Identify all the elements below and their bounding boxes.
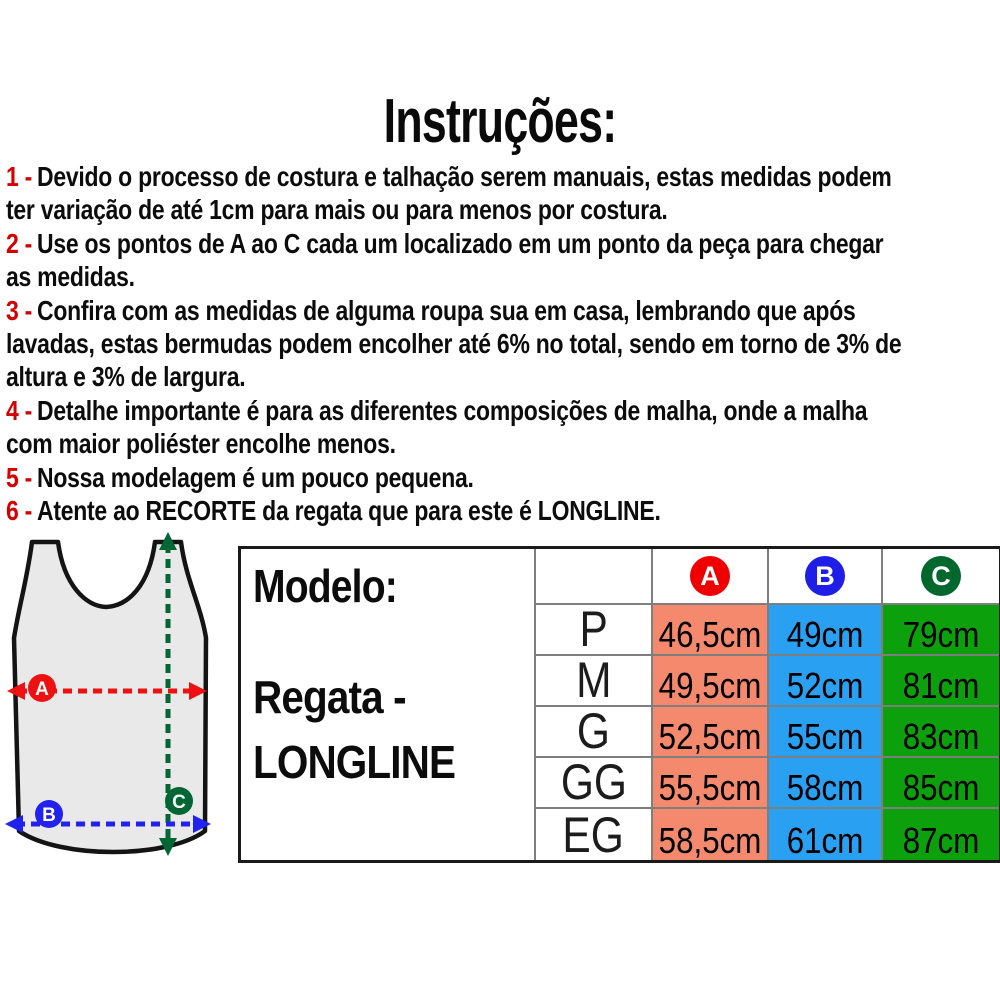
instruction-item-3-line-2: lavadas, estas bermudas podem encolher a… (6, 328, 902, 360)
instruction-number: 2 - (6, 227, 33, 259)
measurement-value: 58cm (786, 766, 864, 808)
instruction-item-1-line-1: 1 - Devido o processo de costura e talhaç… (6, 161, 892, 192)
measurement-value: 61cm (786, 819, 864, 860)
page-title: Instruções: (383, 87, 617, 156)
instruction-number: 3 - (6, 294, 33, 326)
instruction-item-4-line-1: 4 - Detalhe importante é para as diferent… (6, 394, 868, 426)
size-table: Modelo: Regata - LONGLINE A B C P 46,5cm 49cm… (238, 546, 1000, 863)
column-badge-b: B (805, 556, 845, 596)
measurement-value: 79cm (902, 613, 980, 655)
value-eg-a: 58,5cm (653, 809, 769, 860)
header-cell-b: B (769, 549, 883, 605)
instruction-item-2-line-1: 2 - Use os pontos de A ao C cada um local… (6, 227, 884, 259)
column-badge-c: C (921, 556, 961, 596)
model-label: Modelo: (253, 560, 398, 612)
header-cell-empty (536, 549, 653, 605)
tank-top-outline (11, 539, 209, 855)
measurement-value: 55,5cm (658, 766, 762, 808)
svg-text:C: C (172, 792, 186, 813)
instruction-item-3-line-1: 3 - Confira com as medidas de alguma roup… (6, 294, 856, 326)
tank-top-diagram: A B C (5, 532, 211, 856)
measurement-value: 55cm (786, 715, 864, 757)
size-cell-m: M (536, 656, 653, 707)
instruction-number: 1 - (6, 161, 33, 192)
measure-b-badge: B (35, 800, 63, 828)
size-cell-g: G (536, 707, 653, 758)
model-cell: Modelo: Regata - LONGLINE (241, 549, 536, 860)
measurement-value: 83cm (902, 715, 980, 757)
instructions-list: 1 - Devido o processo de costura e talhaç… (6, 160, 996, 527)
instruction-item-4-line-2: com maior poliéster encolhe menos. (6, 428, 396, 460)
value-gg-c: 85cm (883, 758, 999, 809)
measurement-value: 46,5cm (658, 613, 762, 655)
size-cell-p: P (536, 605, 653, 656)
size-cell-gg: GG (536, 758, 653, 809)
value-gg-b: 58cm (769, 758, 883, 809)
value-g-a: 52,5cm (653, 707, 769, 758)
value-p-b: 49cm (769, 605, 883, 656)
measurement-value: 87cm (902, 819, 980, 860)
size-letter: P (579, 605, 608, 656)
size-letter: G (576, 707, 611, 758)
value-eg-b: 61cm (769, 809, 883, 860)
model-name: Regata - LONGLINE (253, 665, 534, 795)
measurement-value: 49cm (786, 613, 864, 655)
size-letter: GG (560, 758, 627, 809)
header-cell-a: A (653, 549, 769, 605)
instruction-item-3-line-3: altura e 3% de largura. (6, 361, 246, 393)
measure-a-arrow (7, 682, 207, 700)
instruction-item-1-line-2: ter variação de até 1cm para mais ou par… (6, 194, 668, 226)
model-name-line: Regata - (253, 671, 407, 723)
measure-c-badge: C (165, 787, 193, 815)
size-cell-eg: EG (536, 809, 653, 860)
instruction-item-5-line-1: 5 - Nossa modelagem é um pouco pequena. (6, 461, 474, 493)
value-gg-a: 55,5cm (653, 758, 769, 809)
instruction-number: 5 - (6, 461, 33, 493)
instruction-item-2-line-2: as medidas. (6, 261, 135, 293)
value-eg-c: 87cm (883, 809, 999, 860)
measurement-value: 58,5cm (658, 819, 762, 860)
svg-text:B: B (42, 805, 56, 826)
value-p-a: 46,5cm (653, 605, 769, 656)
instruction-item-6-line-1: 6 - Atente ao RECORTE da regata que para … (6, 495, 661, 527)
value-m-b: 52cm (769, 656, 883, 707)
size-letter: EG (562, 809, 625, 860)
measurement-value: 85cm (902, 766, 980, 808)
size-letter: M (575, 656, 612, 707)
value-m-a: 49,5cm (653, 656, 769, 707)
measurement-value: 49,5cm (658, 664, 762, 706)
value-g-b: 55cm (769, 707, 883, 758)
value-g-c: 83cm (883, 707, 999, 758)
header-cell-c: C (883, 549, 999, 605)
model-name-line: LONGLINE (253, 736, 456, 788)
value-m-c: 81cm (883, 656, 999, 707)
instruction-number: 4 - (6, 394, 33, 426)
svg-text:A: A (35, 679, 49, 700)
instruction-number: 6 - (6, 495, 33, 527)
measurement-value: 52,5cm (658, 715, 762, 757)
measurement-value: 81cm (902, 664, 980, 706)
measure-a-badge: A (28, 674, 56, 702)
measure-c-arrow (159, 532, 177, 856)
measurement-value: 52cm (786, 664, 864, 706)
value-p-c: 79cm (883, 605, 999, 656)
column-badge-a: A (690, 556, 730, 596)
